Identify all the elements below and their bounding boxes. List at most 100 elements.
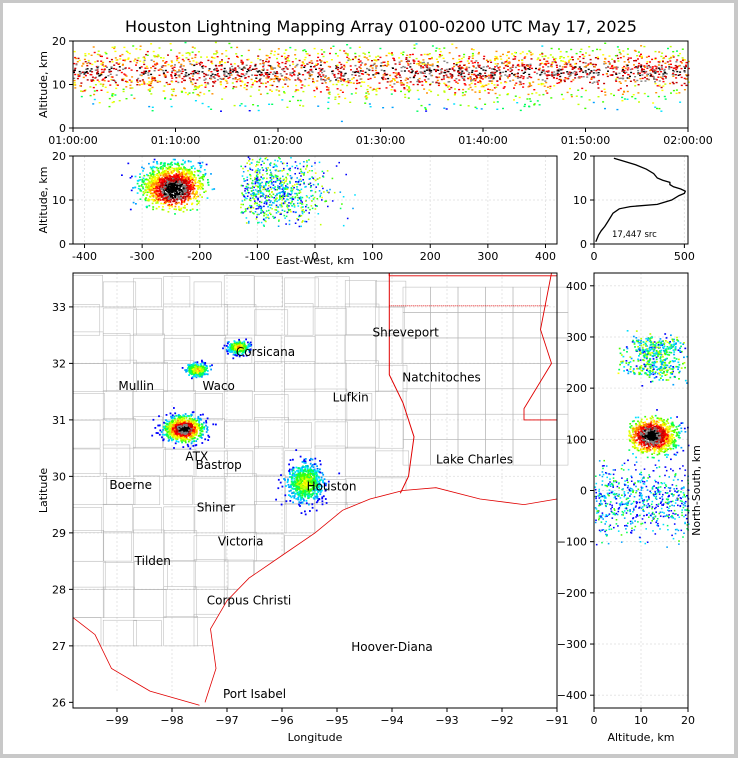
time-altitude-point (622, 75, 624, 77)
time-altitude-point (188, 54, 191, 56)
east-west-point (166, 184, 169, 187)
time-altitude-point (654, 81, 656, 83)
east-west-point (262, 186, 265, 189)
time-altitude-point (188, 60, 191, 63)
time-altitude-point (318, 73, 321, 76)
parish-border (457, 413, 486, 440)
time-altitude-point (488, 67, 491, 69)
time-altitude-point (198, 95, 201, 97)
east-west-point (149, 175, 151, 177)
east-west-point (174, 196, 177, 199)
east-west-point (197, 185, 200, 188)
time-altitude-point (277, 48, 280, 50)
time-altitude-point (492, 77, 495, 79)
time-altitude-point (331, 72, 334, 75)
time-altitude-point (148, 84, 151, 86)
time-altitude-point (655, 68, 658, 70)
time-altitude-point (679, 71, 682, 73)
east-west-point (177, 187, 179, 190)
east-west-point (261, 174, 264, 176)
east-west-point (164, 195, 167, 197)
east-west-point (171, 191, 173, 194)
east-west-point (325, 200, 328, 202)
time-altitude-point (577, 58, 580, 60)
east-west-point (267, 195, 270, 197)
time-altitude-point (150, 43, 153, 45)
time-altitude-point (675, 81, 678, 84)
east-west-point (270, 195, 273, 197)
time-altitude-point (519, 83, 522, 85)
east-west-point (280, 202, 283, 204)
time-altitude-point (213, 53, 215, 55)
time-altitude-point (485, 84, 488, 86)
time-altitude-point (100, 63, 103, 65)
east-west-point (291, 165, 294, 168)
time-altitude-point (250, 78, 253, 81)
east-west-point (294, 167, 297, 169)
east-west-point (193, 184, 196, 187)
time-altitude-point (191, 46, 194, 48)
east-west-point (167, 186, 169, 189)
time-altitude-point (502, 71, 505, 73)
parish-border (402, 439, 431, 466)
time-altitude-point (669, 82, 672, 85)
time-altitude-point (668, 63, 671, 66)
time-altitude-point (505, 63, 508, 66)
time-altitude-point (627, 48, 629, 50)
time-altitude-point (282, 67, 285, 70)
time-altitude-point (99, 83, 102, 85)
time-altitude-point (496, 58, 499, 60)
east-west-point (166, 167, 169, 170)
east-west-point (294, 183, 296, 186)
east-west-point (275, 174, 277, 177)
east-west-point (139, 179, 142, 181)
time-altitude-point (384, 78, 387, 80)
east-west-point (180, 207, 183, 210)
time-altitude-point (146, 83, 149, 85)
time-altitude-point (460, 60, 463, 63)
time-altitude-point (448, 68, 451, 70)
time-altitude-point (243, 74, 246, 77)
time-altitude-point (641, 77, 644, 80)
time-altitude-point (657, 64, 660, 66)
east-west-point (321, 185, 323, 187)
east-west-point (168, 180, 171, 182)
east-west-point (142, 177, 145, 180)
time-altitude-point (641, 71, 643, 73)
time-altitude-point (668, 68, 671, 70)
time-altitude-point (337, 72, 340, 75)
time-altitude-point (631, 68, 634, 70)
time-altitude-point (286, 59, 289, 62)
time-altitude-point (255, 81, 258, 83)
time-altitude-point (391, 86, 394, 88)
time-altitude-point (122, 59, 125, 61)
time-altitude-point (319, 59, 321, 61)
parish-border (485, 337, 514, 364)
time-altitude-point (89, 62, 92, 65)
time-altitude-point (554, 61, 557, 63)
time-altitude-point (637, 58, 639, 60)
time-altitude-point (283, 52, 286, 55)
county-border (314, 479, 347, 505)
time-altitude-point (283, 70, 286, 73)
time-altitude-point (225, 55, 228, 57)
east-west-point (180, 163, 183, 165)
time-altitude-point (146, 50, 149, 53)
time-altitude-point (536, 100, 539, 102)
time-altitude-point (417, 98, 420, 100)
time-altitude-point (94, 84, 97, 86)
east-west-point (268, 209, 270, 212)
east-west-point (172, 191, 175, 193)
east-west-point (192, 190, 195, 192)
east-west-point (153, 170, 156, 173)
time-altitude-point (93, 98, 96, 101)
time-altitude-point (387, 64, 390, 66)
time-altitude-point (123, 59, 126, 62)
time-altitude-point (511, 66, 514, 68)
east-west-point (156, 184, 159, 187)
time-altitude-point (333, 73, 336, 76)
time-altitude-point (493, 84, 496, 86)
time-altitude-point (122, 78, 125, 80)
east-west-point (177, 183, 180, 185)
east-west-point (183, 166, 185, 168)
